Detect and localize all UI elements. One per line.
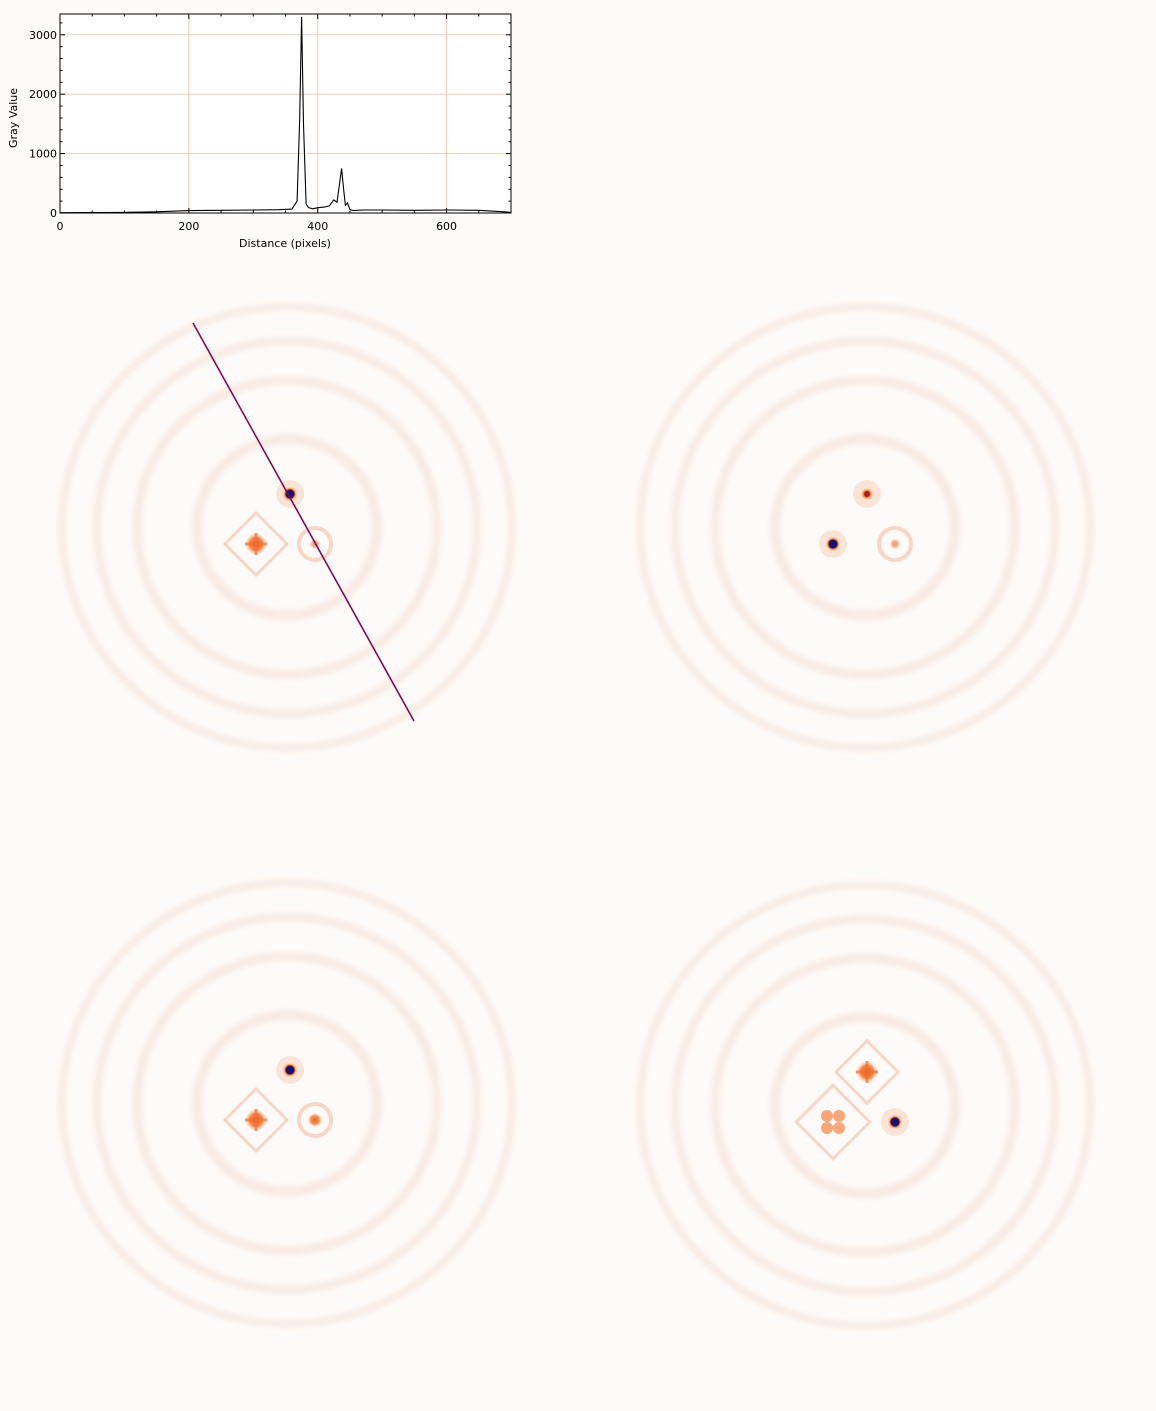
spot-lobe bbox=[821, 1110, 833, 1122]
x-tick-label: 0 bbox=[57, 220, 64, 233]
x-tick-label: 200 bbox=[178, 220, 199, 233]
halo-ring bbox=[770, 1012, 960, 1199]
diffraction-image bbox=[58, 303, 516, 752]
background-rings bbox=[636, 881, 1094, 1330]
spot-halo bbox=[833, 1038, 901, 1106]
x-axis-label: Distance (pixels) bbox=[239, 237, 331, 250]
halo-ring bbox=[710, 375, 1020, 679]
halo-ring bbox=[93, 337, 481, 718]
diffraction-spot bbox=[877, 526, 913, 562]
background-rings bbox=[58, 303, 516, 752]
diffraction-spot bbox=[794, 1083, 872, 1161]
spot-center bbox=[285, 489, 295, 499]
halo-ring bbox=[192, 434, 382, 621]
profile-plot: 0 200 400 600 0 1000 2000 3000 Distance (pixels… bbox=[7, 13, 512, 250]
diffraction-spot bbox=[819, 530, 847, 558]
halo-ring bbox=[132, 951, 442, 1255]
diffraction-spot bbox=[276, 480, 304, 508]
halo-ring bbox=[671, 337, 1059, 718]
spot-halo bbox=[222, 510, 290, 578]
diffraction-spot bbox=[222, 1086, 290, 1154]
spot-center bbox=[864, 491, 870, 497]
y-axis-label: Gray Value bbox=[7, 88, 20, 148]
y-tick-label: 0 bbox=[50, 207, 57, 220]
y-tick-label: 1000 bbox=[29, 148, 57, 161]
y-tick-label: 3000 bbox=[29, 29, 57, 42]
halo-ring bbox=[636, 881, 1094, 1330]
halo-ring bbox=[58, 303, 516, 752]
halo-ring bbox=[671, 915, 1059, 1296]
background-rings bbox=[636, 303, 1094, 752]
spot-cross bbox=[245, 533, 267, 555]
diffraction-spot bbox=[276, 1056, 304, 1084]
line-selection[interactable] bbox=[192, 322, 415, 722]
diffraction-image bbox=[636, 303, 1094, 752]
diffraction-image bbox=[58, 879, 516, 1328]
spot-halo bbox=[297, 1102, 333, 1138]
x-tick-label: 400 bbox=[307, 220, 328, 233]
profile-line bbox=[59, 16, 512, 214]
x-tick-label: 600 bbox=[436, 220, 457, 233]
diffraction-spot bbox=[881, 1108, 909, 1136]
diffraction-spot bbox=[222, 510, 290, 578]
spot-lobe bbox=[821, 1122, 833, 1134]
halo-ring bbox=[93, 913, 481, 1294]
halo-ring bbox=[710, 953, 1020, 1257]
spot-lobe bbox=[833, 1122, 845, 1134]
image-panel-top-right[interactable] bbox=[578, 255, 1156, 833]
spot-halo bbox=[877, 526, 913, 562]
halo-ring bbox=[770, 434, 960, 621]
image-panel-bottom-right[interactable] bbox=[578, 833, 1156, 1411]
halo-ring bbox=[192, 1010, 382, 1197]
y-tick-label: 2000 bbox=[29, 88, 57, 101]
plot-frame bbox=[59, 13, 512, 214]
halo-ring bbox=[58, 879, 516, 1328]
image-panel-bottom-left[interactable] bbox=[0, 833, 578, 1411]
diffraction-spot bbox=[833, 1038, 901, 1106]
spot-cross bbox=[245, 1109, 267, 1131]
plot-grid bbox=[60, 14, 511, 213]
spot-halo bbox=[794, 1083, 872, 1161]
diffraction-spot bbox=[297, 1102, 333, 1138]
halo-ring bbox=[132, 375, 442, 679]
image-panel-top-left[interactable] bbox=[0, 255, 578, 833]
diffraction-spot bbox=[853, 480, 881, 508]
spot-core bbox=[307, 1112, 323, 1128]
spot-lobe bbox=[833, 1110, 845, 1122]
spot-core bbox=[889, 538, 901, 550]
spot-halo bbox=[297, 526, 333, 562]
spot-center bbox=[890, 1117, 900, 1127]
background-rings bbox=[58, 879, 516, 1328]
diffraction-image bbox=[636, 881, 1094, 1330]
spot-halo bbox=[222, 1086, 290, 1154]
spot-cross bbox=[856, 1061, 878, 1083]
halo-ring bbox=[636, 303, 1094, 752]
plot-ticks: 0 200 400 600 0 1000 2000 3000 bbox=[29, 14, 512, 233]
spot-center bbox=[828, 539, 838, 549]
spot-center bbox=[285, 1065, 295, 1075]
